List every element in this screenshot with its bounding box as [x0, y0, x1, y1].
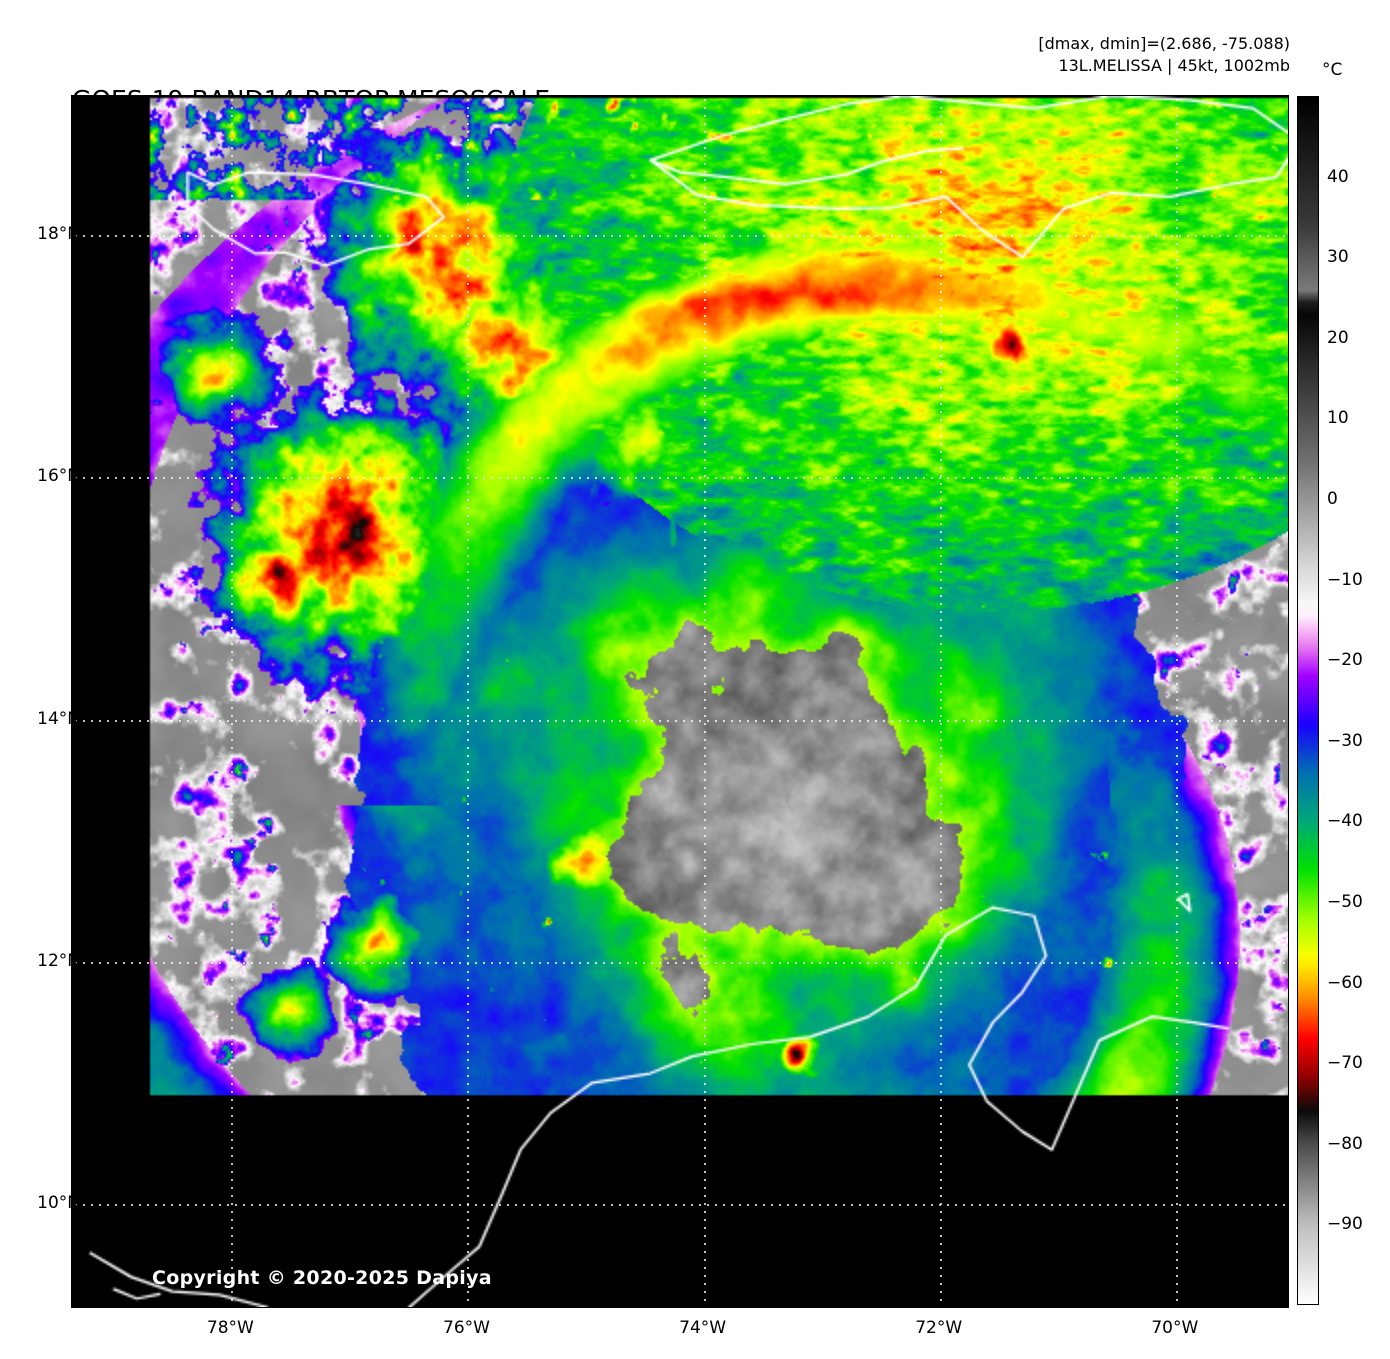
dmax-dmin-text: [dmax, dmin]=(2.686, -75.088): [1038, 34, 1290, 53]
colorbar-tick-label: −90: [1327, 1214, 1363, 1235]
latitude-tick-label: 10°N: [37, 1193, 80, 1214]
satellite-image-plot[interactable]: Copyright © 2020-2025 Dapiya: [71, 95, 1289, 1308]
latitude-tick-label: 16°N: [37, 466, 80, 487]
longitude-tick-label: 76°W: [443, 1318, 490, 1338]
colorbar-tick-label: −30: [1327, 730, 1363, 751]
colorbar-tick-label: 20: [1327, 327, 1349, 348]
colorbar-tick-label: 10: [1327, 408, 1349, 429]
latitude-tick-label: 14°N: [37, 708, 80, 729]
longitude-tick-label: 70°W: [1151, 1318, 1199, 1338]
colorbar-tick-label: −70: [1327, 1053, 1363, 1074]
longitude-tick-label: 74°W: [679, 1318, 727, 1338]
latitude-tick-label: 12°N: [37, 950, 80, 971]
satellite-raster: [72, 96, 1288, 1307]
metadata-block: [dmax, dmin]=(2.686, -75.088) 13L.MELISS…: [1038, 33, 1290, 77]
copyright-notice: Copyright © 2020-2025 Dapiya: [152, 1267, 492, 1289]
colorbar-tick-label: 30: [1327, 247, 1349, 268]
latitude-tick-label: 18°N: [37, 224, 80, 245]
colorbar-tick-label: 0: [1327, 489, 1338, 509]
colorbar-tick-label: −20: [1327, 650, 1363, 671]
colorbar-unit-label: °C: [1322, 60, 1343, 80]
colorbar-tick-label: −80: [1327, 1133, 1363, 1154]
longitude-tick-label: 78°W: [206, 1318, 254, 1338]
longitude-tick-label: 72°W: [915, 1318, 963, 1338]
colorbar-tick-label: 40: [1327, 166, 1349, 187]
colorbar-tick-label: −40: [1327, 811, 1363, 832]
colorbar-tick-label: −50: [1327, 892, 1363, 912]
colorbar-tick-label: −60: [1327, 972, 1363, 993]
colorbar-tick-label: −10: [1327, 569, 1363, 590]
storm-info-text: 13L.MELISSA | 45kt, 1002mb: [1058, 56, 1290, 75]
temperature-colorbar[interactable]: [1297, 96, 1319, 1305]
colorbar-gradient: [1298, 97, 1318, 1304]
